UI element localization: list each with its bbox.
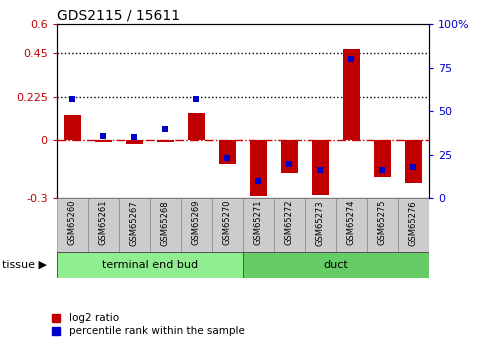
Bar [343, 49, 360, 140]
Text: GSM65261: GSM65261 [99, 200, 108, 246]
Bar [281, 140, 298, 173]
Bar [119, 198, 150, 252]
Text: duct: duct [323, 260, 348, 270]
Bar [305, 198, 336, 252]
Bar [219, 140, 236, 164]
Text: GSM65268: GSM65268 [161, 200, 170, 246]
Bar [274, 198, 305, 252]
Bar [336, 198, 367, 252]
Bar [150, 198, 181, 252]
Bar [181, 198, 212, 252]
Bar [64, 115, 81, 140]
Text: GSM65276: GSM65276 [409, 200, 418, 246]
Text: GSM65270: GSM65270 [223, 200, 232, 246]
Bar [250, 140, 267, 196]
Text: GSM65271: GSM65271 [254, 200, 263, 246]
Bar [398, 198, 429, 252]
Bar [88, 198, 119, 252]
Bar [312, 140, 329, 195]
Text: GSM65269: GSM65269 [192, 200, 201, 246]
Text: GSM65274: GSM65274 [347, 200, 356, 246]
Bar [188, 113, 205, 140]
Text: terminal end bud: terminal end bud [102, 260, 198, 270]
Legend: log2 ratio, percentile rank within the sample: log2 ratio, percentile rank within the s… [52, 313, 245, 336]
Bar [405, 140, 422, 183]
Text: GSM65273: GSM65273 [316, 200, 325, 246]
Text: GSM65260: GSM65260 [68, 200, 77, 246]
Bar [367, 198, 398, 252]
Bar [243, 252, 429, 278]
Bar [95, 140, 112, 142]
Text: GSM65267: GSM65267 [130, 200, 139, 246]
Bar [57, 198, 88, 252]
Bar [374, 140, 391, 177]
Text: GDS2115 / 15611: GDS2115 / 15611 [57, 9, 180, 23]
Text: tissue ▶: tissue ▶ [2, 260, 47, 270]
Text: GSM65275: GSM65275 [378, 200, 387, 246]
Text: GSM65272: GSM65272 [285, 200, 294, 246]
Bar [243, 198, 274, 252]
Bar [157, 140, 174, 142]
Bar [57, 252, 243, 278]
Bar [212, 198, 243, 252]
Bar [126, 140, 143, 144]
